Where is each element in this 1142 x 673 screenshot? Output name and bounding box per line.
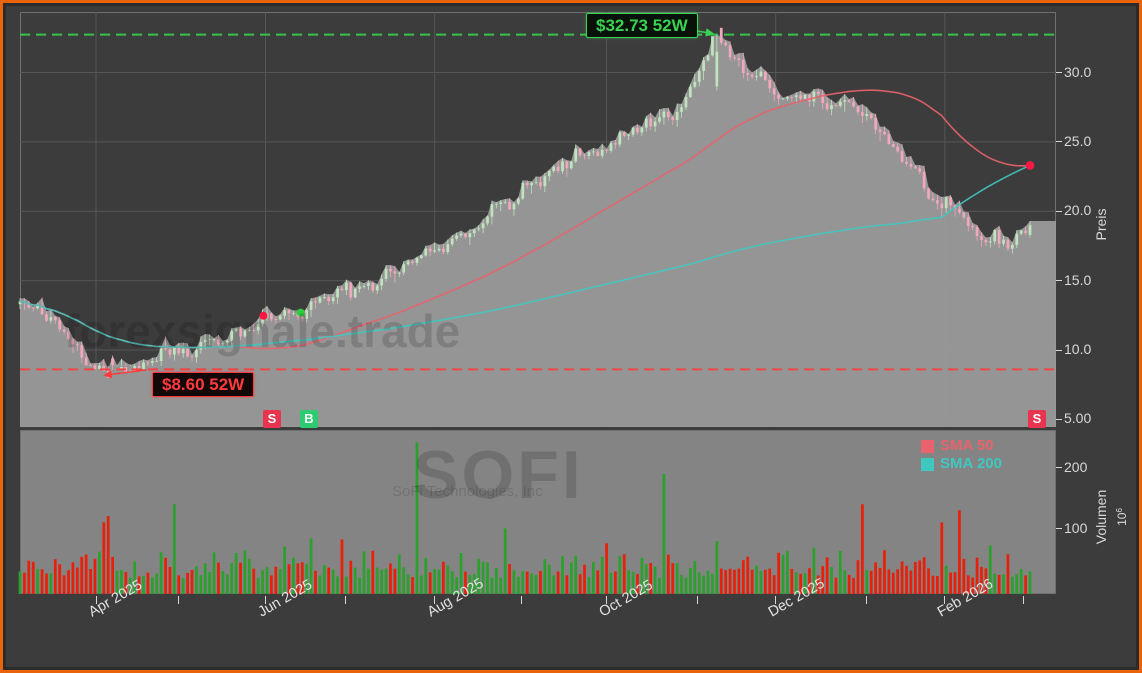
svg-text:Volumen: Volumen <box>1093 490 1109 544</box>
svg-text:106: 106 <box>1115 508 1129 526</box>
svg-text:Preis: Preis <box>1093 209 1109 241</box>
